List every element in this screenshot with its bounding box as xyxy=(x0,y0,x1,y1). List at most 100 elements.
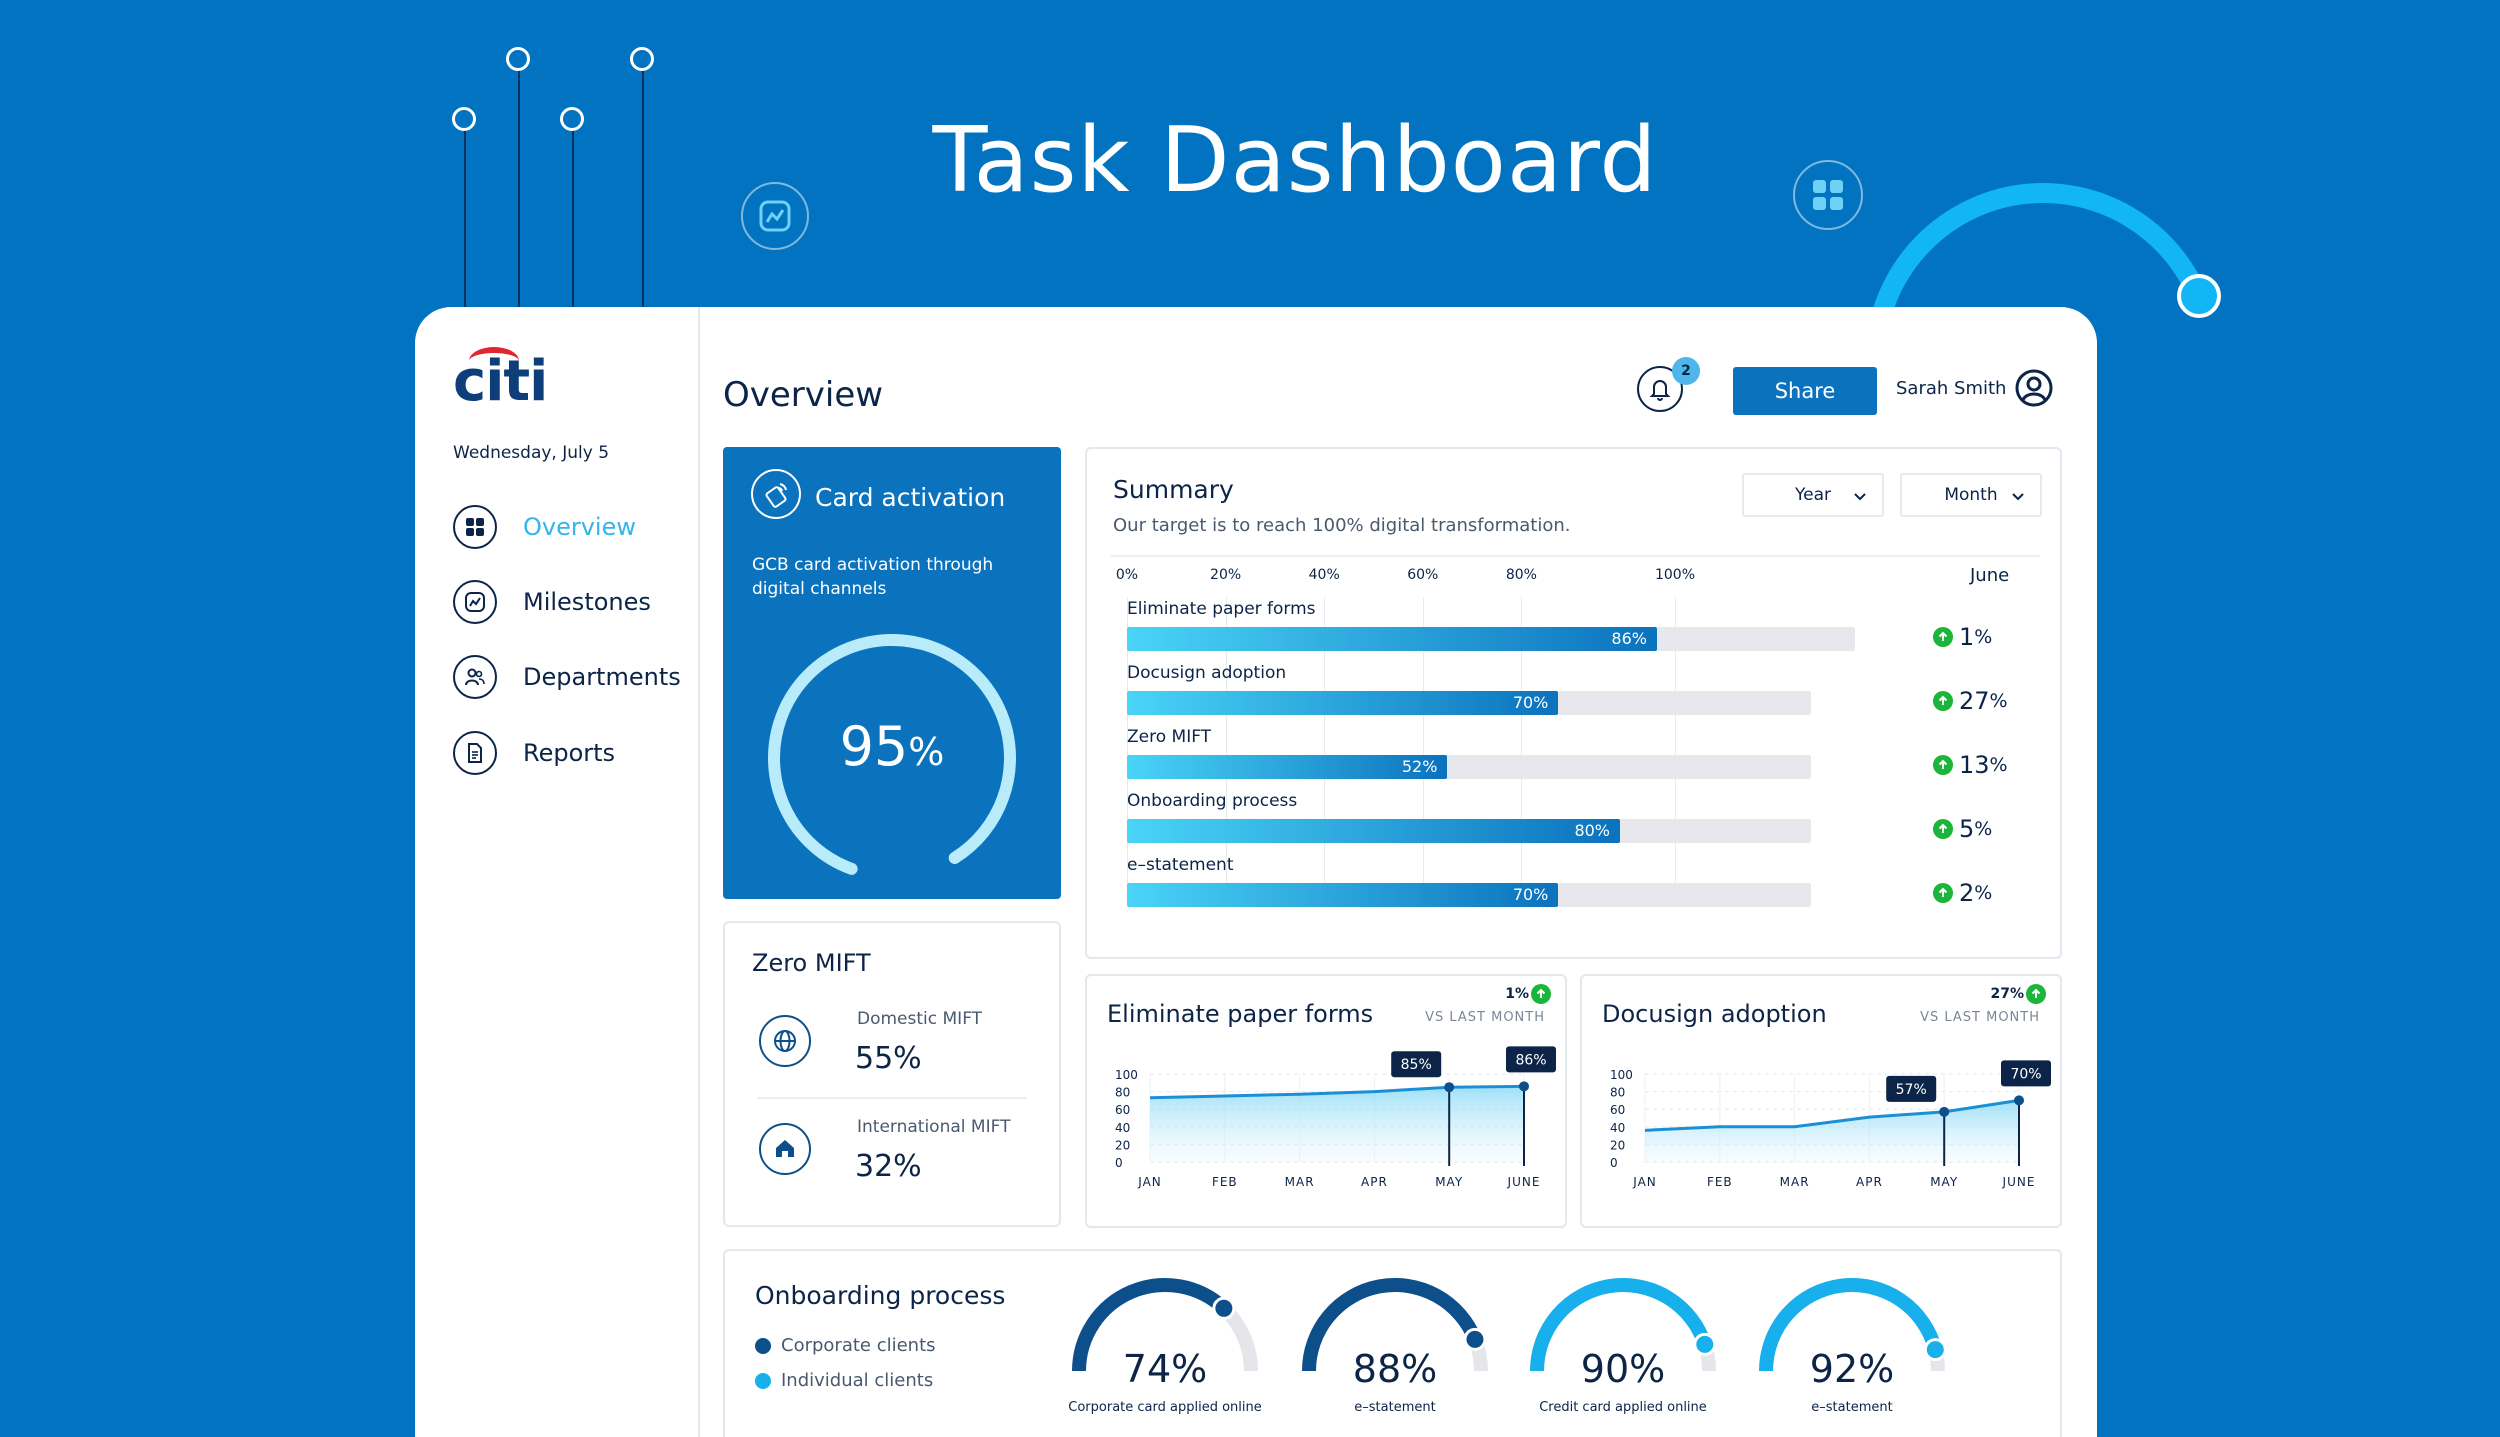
june-change-unit: % xyxy=(1974,818,1993,840)
domestic-mift-label: Domestic MIFT xyxy=(857,1009,983,1029)
eliminate-paper-forms-chart: Eliminate paper forms 1% VS LAST MONTH 1… xyxy=(1085,974,1567,1228)
share-button[interactable]: Share xyxy=(1733,367,1877,415)
chevron-down-icon xyxy=(2012,493,2024,501)
grid-decor-icon xyxy=(1793,160,1863,230)
callout-box xyxy=(1886,1075,1937,1102)
callout-label: 85% xyxy=(1401,1057,1432,1073)
card-activation-description: GCB card activation through digital chan… xyxy=(752,555,994,599)
international-mift-value: 32% xyxy=(855,1149,922,1184)
month-dropdown-label: Month xyxy=(1944,485,1998,505)
ring-progress xyxy=(767,634,1016,882)
june-change: 27% xyxy=(1933,687,2008,715)
decor-dot xyxy=(452,107,476,131)
data-point xyxy=(1444,1082,1455,1093)
decor-arc xyxy=(1868,183,2221,330)
sidebar-item-reports[interactable]: Reports xyxy=(453,729,615,777)
x-tick-label: JUNE xyxy=(1507,1175,1541,1189)
sidebar-item-departments[interactable]: Departments xyxy=(453,653,681,701)
gauge-arc xyxy=(1302,1278,1488,1372)
area-chart: 100 80 60 40 20 0 JAN FEB MAR APR MAY JUNE 85% 86% xyxy=(1115,1046,1556,1189)
document-icon xyxy=(453,731,497,775)
bar-track: 86% xyxy=(1127,627,1855,651)
bar-label: e–statement xyxy=(1127,855,1234,875)
y-tick-label: 60 xyxy=(1610,1103,1625,1117)
gridline xyxy=(1324,597,1326,897)
summary-subtitle: Our target is to reach 100% digital tran… xyxy=(1113,515,1571,536)
domestic-mift-value: 55% xyxy=(855,1041,922,1076)
gridline xyxy=(1521,597,1523,897)
notification-badge: 2 xyxy=(1672,357,1700,385)
callout-label: 57% xyxy=(1896,1082,1927,1098)
gauge: 90% Credit card applied online xyxy=(1523,1271,1723,1431)
gauge-progress xyxy=(1072,1278,1229,1372)
bar-track: 70% xyxy=(1127,691,1811,715)
x-tick-label: JAN xyxy=(1632,1175,1657,1189)
callout-box xyxy=(1391,1051,1442,1078)
onboarding-panel: Onboarding process Corporate clients Ind… xyxy=(723,1249,2062,1437)
sidebar-item-overview[interactable]: Overview xyxy=(453,503,636,551)
y-tick-label: 20 xyxy=(1115,1138,1130,1152)
zero-mift-title: Zero MIFT xyxy=(752,949,871,977)
chart-change: 27% xyxy=(1990,986,2024,1002)
june-change-value: 13 xyxy=(1959,751,1990,779)
users-icon xyxy=(453,655,497,699)
bar-track: 80% xyxy=(1127,819,1811,843)
area-fill xyxy=(1150,1086,1524,1162)
citi-logo: citi xyxy=(453,349,548,414)
june-change-unit: % xyxy=(1974,882,1993,904)
arrow-up-icon xyxy=(1933,819,1953,839)
x-tick-label: MAY xyxy=(1435,1175,1463,1189)
gauge-knob xyxy=(1923,1338,1947,1362)
gridline xyxy=(1675,597,1676,897)
june-change-unit: % xyxy=(1989,690,2008,712)
hero-title: Task Dashboard xyxy=(932,108,1658,213)
summary-panel: Summary Our target is to reach 100% digi… xyxy=(1085,447,2062,959)
docusign-adoption-chart: Docusign adoption 27% VS LAST MONTH 100 8… xyxy=(1580,974,2062,1228)
x-tick-label: MAY xyxy=(1930,1175,1958,1189)
area-fill xyxy=(1645,1100,2019,1162)
axis-tick-label: 60% xyxy=(1407,567,1439,583)
y-tick-label: 0 xyxy=(1115,1156,1123,1170)
decor-dot xyxy=(506,47,530,71)
gridline xyxy=(1422,597,1424,897)
arrow-up-icon xyxy=(1933,755,1953,775)
card-tap-icon xyxy=(751,469,801,519)
gauge-label: Corporate card applied online xyxy=(1068,1400,1262,1415)
gridline xyxy=(1127,597,1128,897)
june-change: 2% xyxy=(1933,879,1992,907)
chart-change-label: VS LAST MONTH xyxy=(1920,1010,2040,1025)
bar-label: Onboarding process xyxy=(1127,791,1298,811)
bar-fill: 70% xyxy=(1127,691,1559,715)
gauge-arc xyxy=(1759,1278,1947,1372)
bar-value-label: 80% xyxy=(1574,821,1610,840)
zero-mift-panel: Zero MIFT Domestic MIFT 55% Internationa… xyxy=(723,921,1061,1227)
axis-tick-label: 20% xyxy=(1210,567,1242,583)
decor-line xyxy=(464,130,466,310)
gauge-arc xyxy=(1072,1278,1258,1372)
bar-value-label: 70% xyxy=(1512,693,1549,712)
app-window: citi Wednesday, July 5 Overview Mileston… xyxy=(415,307,2097,1437)
bar-fill: 86% xyxy=(1127,627,1657,651)
chart-change: 1% xyxy=(1505,986,1529,1002)
bar-track: 52% xyxy=(1127,755,1811,779)
arrow-up-icon xyxy=(1933,627,1953,647)
user-name[interactable]: Sarah Smith xyxy=(1896,378,2007,399)
year-dropdown[interactable]: Year xyxy=(1742,473,1884,517)
globe-icon xyxy=(759,1015,811,1067)
sidebar-item-label: Departments xyxy=(523,663,681,691)
y-tick-label: 100 xyxy=(1115,1068,1138,1082)
bar-label: Eliminate paper forms xyxy=(1127,599,1316,619)
sidebar-item-label: Reports xyxy=(523,739,616,767)
user-avatar-icon[interactable] xyxy=(2015,369,2053,407)
gauge-knob xyxy=(1693,1332,1717,1356)
summary-title: Summary xyxy=(1113,475,1234,504)
arrow-up-icon xyxy=(1933,691,1953,711)
sidebar-item-milestones[interactable]: Milestones xyxy=(453,578,651,626)
y-tick-label: 100 xyxy=(1610,1068,1633,1082)
notification-button[interactable] xyxy=(1637,366,1683,412)
bar-fill: 52% xyxy=(1127,755,1448,779)
june-change: 13% xyxy=(1933,751,2008,779)
axis-tick-label: 0% xyxy=(1115,567,1139,583)
bar-label: Zero MIFT xyxy=(1127,727,1212,747)
month-dropdown[interactable]: Month xyxy=(1900,473,2042,517)
